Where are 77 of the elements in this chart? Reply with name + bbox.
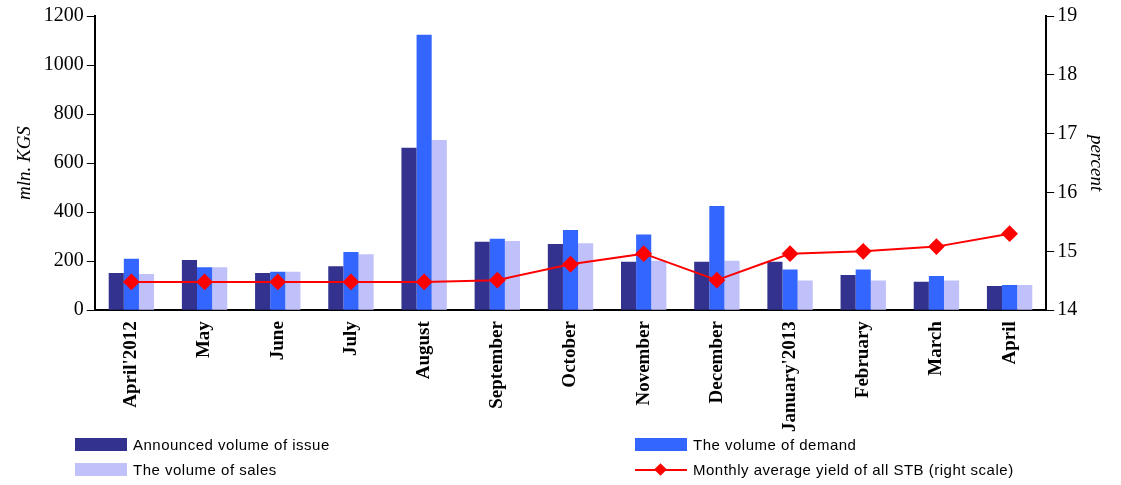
bar: [431, 140, 447, 310]
y2-tick-label: 19: [1057, 3, 1078, 26]
bar: [855, 269, 871, 310]
x-tick-label: October: [558, 320, 580, 388]
y-tick-label: 800: [53, 101, 84, 124]
y2-tick-label: 16: [1057, 179, 1078, 202]
bar: [709, 205, 725, 310]
point: [782, 245, 799, 262]
bar: [474, 241, 490, 310]
bar: [138, 273, 155, 310]
y-tick-label: 0: [73, 297, 84, 320]
x-tick-label: June: [265, 321, 287, 361]
bar: [913, 281, 929, 310]
point: [123, 273, 140, 290]
x-tick-label: January'2013: [777, 321, 799, 433]
bar: [328, 266, 344, 310]
bar: [621, 261, 637, 310]
point: [928, 238, 945, 255]
x-tick-label: July: [338, 320, 360, 357]
x-tick-label: March: [924, 320, 946, 376]
bar: [547, 243, 563, 310]
legend-label: Monthly average yield of all STB (right scale): [693, 461, 1014, 478]
bar: [181, 259, 198, 310]
x-tick-label: May: [192, 320, 214, 359]
point: [855, 243, 872, 260]
bar: [767, 261, 783, 310]
y2-tick-label: 15: [1057, 238, 1078, 261]
point: [416, 273, 433, 290]
x-tick-label: September: [485, 320, 507, 409]
point: [489, 272, 506, 289]
bar: [401, 147, 417, 310]
bar: [782, 269, 798, 310]
x-tick-label: April'2012: [119, 321, 141, 408]
x-tick-label: April: [997, 321, 1019, 365]
bar: [578, 243, 594, 310]
legend-label: The volume of demand: [693, 436, 857, 453]
point: [708, 272, 725, 289]
y-tick-label: 1000: [43, 52, 84, 75]
y2-tick-label: 17: [1057, 120, 1078, 143]
bar: [108, 272, 124, 310]
legend-label: The volume of sales: [133, 461, 277, 478]
point: [562, 256, 579, 273]
bar: [358, 254, 374, 310]
y-tick-label: 600: [53, 150, 84, 173]
point: [196, 273, 213, 290]
bar: [1017, 284, 1033, 310]
x-tick-label: November: [631, 320, 653, 406]
bar: [416, 34, 432, 310]
x-tick-label: February: [851, 320, 873, 399]
x-tick-label: August: [412, 320, 434, 380]
point: [342, 273, 359, 290]
point: [1001, 225, 1018, 242]
y-axis-title: mln. KGS: [13, 125, 35, 201]
bar: [724, 260, 740, 310]
y-tick-label: 200: [53, 248, 84, 271]
point: [269, 273, 286, 290]
x-tick-label: December: [704, 320, 726, 404]
bar: [943, 280, 960, 310]
y-tick-label: 400: [53, 199, 84, 222]
y2-tick-label: 14: [1057, 297, 1078, 320]
y2-axis-title: percent: [1086, 132, 1108, 192]
bar: [1002, 284, 1018, 310]
bar: [928, 276, 944, 310]
bar: [285, 271, 301, 310]
bar: [694, 261, 710, 310]
point: [635, 245, 652, 262]
bar: [504, 241, 520, 310]
bar: [840, 275, 856, 310]
bar: [212, 267, 228, 310]
bar: [986, 285, 1003, 310]
bar: [870, 280, 886, 310]
bar: [255, 272, 271, 310]
y2-tick-label: 18: [1057, 62, 1078, 85]
bar: [651, 260, 667, 310]
bar: [797, 280, 813, 310]
legend-label: Announced volume of issue: [133, 436, 330, 453]
y-tick-label: 1200: [43, 3, 84, 26]
